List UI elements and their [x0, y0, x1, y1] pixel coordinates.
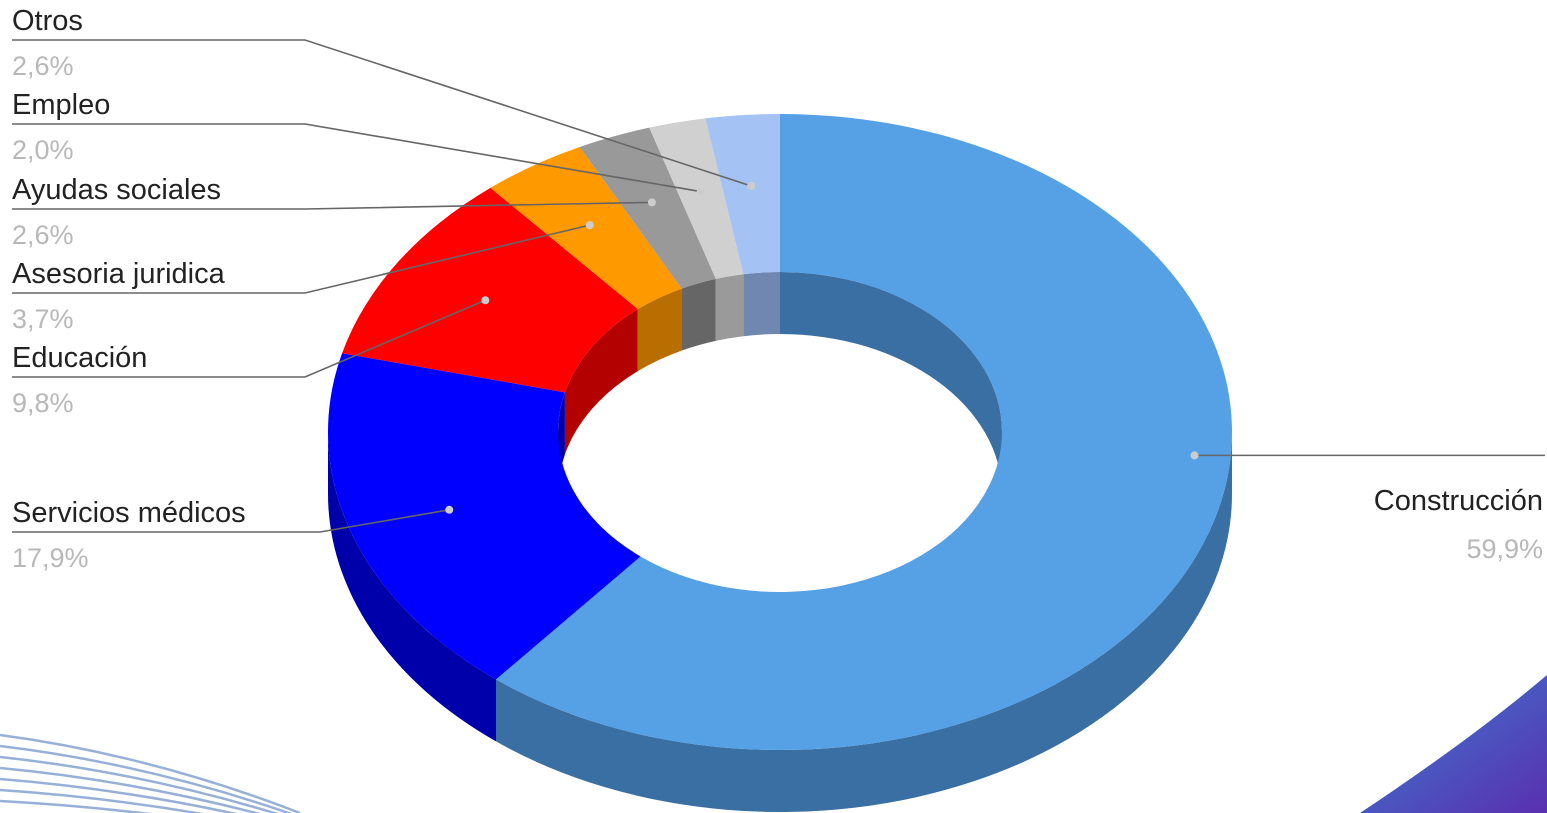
leader-line-otros [12, 39, 752, 187]
label-name-otros: Otros [12, 5, 83, 37]
side-wall-construccion [496, 432, 1232, 813]
donut-inner-walls [558, 272, 1002, 494]
decor-stripe [0, 733, 301, 813]
label-name-servicios-medicos: Servicios médicos [12, 497, 246, 529]
label-name-empleo: Empleo [12, 89, 110, 121]
decor-corner-shape [1360, 675, 1547, 813]
leader-dot-servicios-medicos [445, 505, 454, 514]
label-value-educacion: 9,8% [12, 388, 74, 418]
decor-stripe [0, 744, 293, 813]
inner-wall-asesoria-juridica [637, 288, 682, 372]
slice-educacion[interactable] [342, 187, 638, 393]
leader-dot-educacion [481, 296, 490, 305]
inner-wall-construccion [780, 272, 1002, 494]
leader-line-educacion [12, 299, 486, 378]
leader-line-empleo [12, 123, 701, 193]
slice-empleo[interactable] [649, 118, 744, 279]
inner-wall-otros [743, 272, 780, 337]
slice-ayudas-sociales[interactable] [579, 127, 716, 289]
decor-stripe [0, 788, 205, 813]
label-name-ayudas-sociales: Ayudas sociales [12, 174, 221, 206]
leader-dot-construccion [1190, 451, 1199, 460]
inner-wall-empleo [715, 274, 744, 341]
leader-line-ayudas-sociales [12, 201, 652, 210]
leader-dot-otros [747, 181, 756, 190]
side-wall-servicios-medicos [328, 432, 497, 742]
label-value-ayudas-sociales: 2,6% [12, 220, 74, 250]
decor-stripe [0, 777, 238, 813]
leader-dot-empleo [696, 187, 705, 196]
label-name-construccion: Construcción [1374, 485, 1543, 517]
decor-stripe [0, 766, 261, 813]
leader-dot-ayudas-sociales [647, 198, 656, 207]
inner-wall-educacion [564, 309, 638, 455]
leader-lines [12, 39, 1545, 533]
donut-slices [327, 114, 1232, 751]
label-name-educacion: Educación [12, 342, 147, 374]
leader-line-servicios-medicos [12, 509, 450, 533]
label-value-construccion: 59,9% [1466, 534, 1543, 564]
slice-asesoria-juridica[interactable] [490, 146, 682, 310]
slice-servicios-medicos[interactable] [327, 353, 641, 680]
decorative-background [0, 675, 1547, 813]
leader-line-asesoria-juridica [12, 224, 590, 294]
label-value-otros: 2,6% [12, 51, 74, 81]
label-value-asesoria-juridica: 3,7% [12, 304, 74, 334]
label-name-asesoria-juridica: Asesoria juridica [12, 258, 226, 290]
leader-dot-asesoria-juridica [585, 221, 594, 230]
label-value-servicios-medicos: 17,9% [12, 543, 89, 573]
label-value-empleo: 2,0% [12, 135, 74, 165]
inner-wall-ayudas-sociales [681, 278, 716, 351]
slice-construccion[interactable] [496, 114, 1232, 751]
slice-otros[interactable] [705, 114, 780, 275]
decor-stripe [0, 799, 153, 813]
donut-side-walls [328, 432, 1232, 813]
slice-labels: Otros 2,6% Empleo 2,0% Ayudas sociales 2,6% As… [12, 5, 1543, 573]
decor-stripe [0, 755, 279, 813]
